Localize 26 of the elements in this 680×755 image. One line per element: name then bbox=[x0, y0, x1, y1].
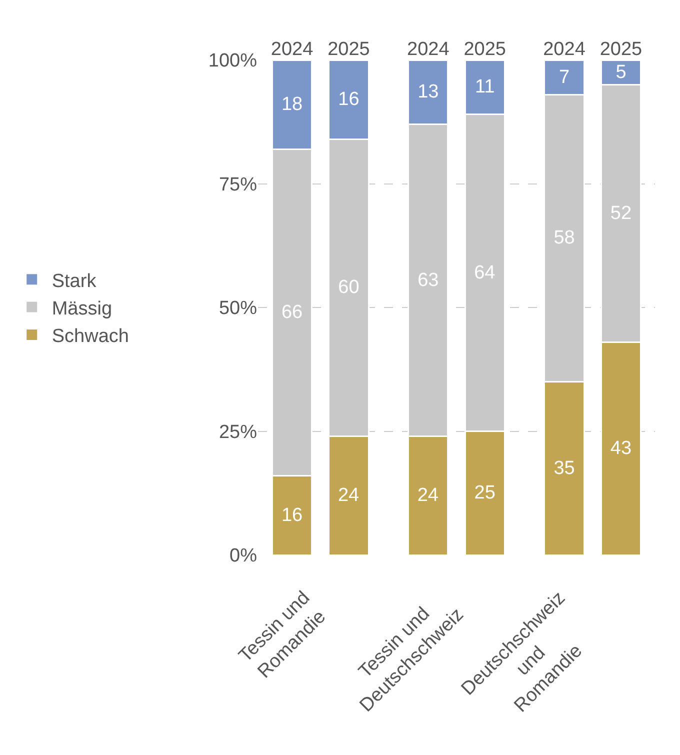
x-tick-label: 2025 bbox=[464, 39, 506, 60]
x-tick-label: 2025 bbox=[600, 39, 642, 60]
data-label: 7 bbox=[558, 66, 570, 88]
x-tick-label: 2025 bbox=[328, 39, 370, 60]
data-label: 13 bbox=[418, 82, 439, 103]
x-tick-label: 2024 bbox=[270, 39, 314, 60]
legend-label: Mässig bbox=[52, 298, 112, 320]
data-label: 16 bbox=[338, 89, 360, 110]
y-tick-label: 25% bbox=[218, 422, 258, 443]
data-label: 18 bbox=[281, 94, 303, 116]
legend-label: Stark bbox=[52, 270, 97, 292]
y-tick-label: 100% bbox=[208, 50, 258, 72]
y-tick-label: 50% bbox=[218, 298, 258, 320]
data-label: 43 bbox=[610, 438, 632, 460]
data-label: 11 bbox=[474, 76, 495, 98]
data-label: 25 bbox=[474, 482, 496, 504]
y-tick-label: 0% bbox=[230, 546, 258, 567]
data-label: 35 bbox=[554, 458, 575, 479]
data-label: 24 bbox=[417, 485, 439, 506]
data-label: 24 bbox=[338, 485, 360, 506]
data-label: 16 bbox=[281, 504, 303, 526]
y-tick-label: 75% bbox=[218, 174, 258, 196]
x-tick-label: 2024 bbox=[543, 39, 586, 60]
legend-label: Schwach bbox=[52, 326, 129, 348]
data-label: 5 bbox=[616, 62, 626, 83]
x-tick-label: 2024 bbox=[407, 39, 450, 60]
